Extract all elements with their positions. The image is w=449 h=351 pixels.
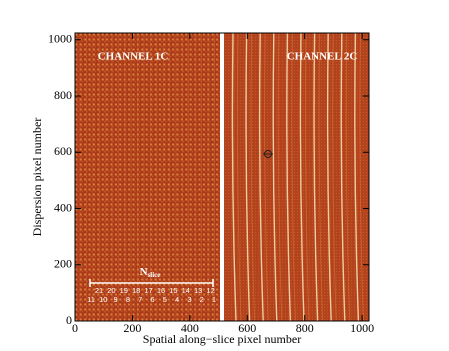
spectral-line-faint <box>318 32 323 322</box>
slice-number: 2 <box>200 295 204 304</box>
slice-number: 19 <box>120 286 128 295</box>
x-tick-label: 0 <box>72 321 78 335</box>
slice-label: Nslice <box>140 266 161 279</box>
slice-number: 10 <box>99 295 107 304</box>
annotation: CHANNEL 2C <box>287 51 358 63</box>
spectral-line <box>326 32 332 322</box>
spectral-line <box>313 32 319 322</box>
spectral-line-faint <box>264 32 269 322</box>
x-tick-label: 400 <box>181 321 199 335</box>
spectral-line-faint <box>345 32 351 322</box>
spectral-line-faint <box>359 32 364 322</box>
spectral-line <box>354 32 360 322</box>
slice-number: 5 <box>163 295 167 304</box>
slice-number: 20 <box>107 286 115 295</box>
slice-number: 13 <box>194 286 202 295</box>
detector-image <box>75 32 369 322</box>
spectral-lines <box>231 32 364 322</box>
slice-number: 12 <box>206 286 214 295</box>
spectral-line-faint <box>250 32 255 322</box>
plot-frame <box>74 32 370 322</box>
y-tick-label: 200 <box>54 257 72 271</box>
y-tick-label: 800 <box>54 88 72 102</box>
slice-number: 7 <box>138 295 142 304</box>
spectral-line-faint <box>277 32 283 322</box>
spectral-line <box>258 32 264 322</box>
x-axis-label: Spatial along−slice pixel number <box>143 332 301 346</box>
spectral-line-faint <box>237 32 242 322</box>
spectral-line-faint <box>305 32 310 322</box>
spectral-line <box>299 32 305 322</box>
spectral-line <box>286 32 292 322</box>
y-tick-label: 1000 <box>48 32 72 46</box>
slice-lines <box>79 33 215 321</box>
y-tick-label: 0 <box>66 313 72 327</box>
slice-number: 21 <box>95 286 103 295</box>
spectral-line-faint <box>332 32 337 322</box>
x-tick-label: 1000 <box>350 321 374 335</box>
slice-number: 9 <box>114 295 118 304</box>
slice-number: 4 <box>175 295 179 304</box>
x-tick-label: 800 <box>296 321 314 335</box>
y-tick-label: 600 <box>54 144 72 158</box>
slice-number: 18 <box>132 286 140 295</box>
spectral-line <box>245 32 251 322</box>
x-tick-label: 200 <box>123 321 141 335</box>
slice-number: 8 <box>126 295 130 304</box>
slice-label-sub: slice <box>148 271 161 279</box>
slice-number: 3 <box>187 295 191 304</box>
spectral-line-faint <box>291 32 296 322</box>
slice-number: 14 <box>182 286 190 295</box>
slice-number: 6 <box>150 295 154 304</box>
y-axis-label: Dispersion pixel number <box>30 118 44 237</box>
spectral-line <box>340 32 346 322</box>
y-tick-label: 400 <box>54 200 72 214</box>
slice-number: 16 <box>157 286 165 295</box>
slice-number: 1 <box>212 295 216 304</box>
x-tick-label: 600 <box>238 321 256 335</box>
slice-number: 17 <box>144 286 152 295</box>
spectral-line <box>231 32 237 322</box>
channel-gap <box>220 33 224 321</box>
slice-number: 11 <box>87 295 95 304</box>
spectral-line <box>272 32 278 322</box>
slice-label-main: N <box>140 266 148 278</box>
slice-number: 15 <box>169 286 177 295</box>
annotation: CHANNEL 1C <box>98 51 169 63</box>
